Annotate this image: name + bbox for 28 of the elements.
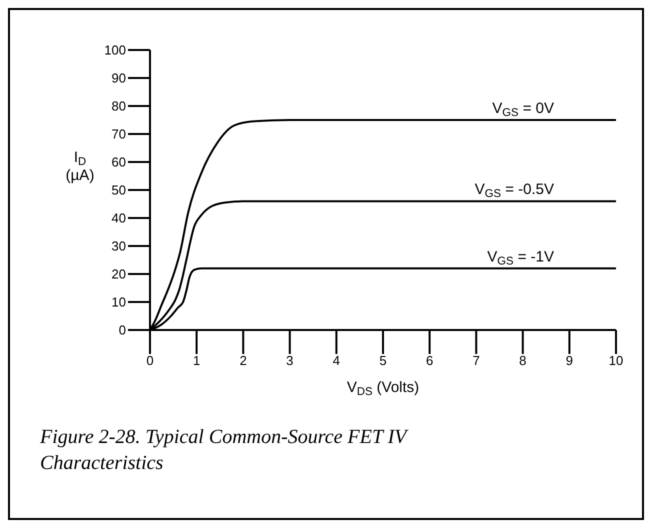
x-tick-label: 3 (286, 353, 294, 368)
y-tick-label: 90 (112, 70, 126, 86)
x-tick-label: 2 (240, 353, 247, 368)
x-tick-label: 1 (192, 353, 200, 368)
series-label: V$_{GS}$ = -1V (487, 248, 554, 268)
y-tick-label: 10 (112, 294, 126, 310)
y-tick-label: 70 (112, 126, 126, 142)
x-tick-label: 6 (426, 353, 434, 368)
x-axis-title: V$_{DS}$ (Volts) (346, 379, 420, 398)
text: Figure 2-28. Typical Common-Source FET IV Characteristics (39, 425, 410, 476)
x-tick-label: 4 (332, 353, 340, 368)
y-tick-label: 40 (112, 210, 126, 226)
x-tick-label: 7 (472, 353, 480, 368)
y-tick-label: 80 (112, 98, 126, 114)
series-label: V$_{GS}$ = -0.5V (474, 181, 554, 200)
y-tick-label: 50 (112, 182, 126, 198)
y-tick-label: 20 (112, 266, 126, 282)
x-tick-label: 5 (379, 353, 387, 368)
y-axis-title: I$_{D}$ (µA) (66, 149, 94, 184)
y-tick-label: 60 (112, 154, 126, 170)
y-tick-label: 0 (118, 322, 126, 338)
series-label: V$_{GS}$ = 0V (492, 100, 554, 120)
y-tick-label: 100 (104, 42, 126, 58)
x-tick-label: 0 (146, 353, 154, 368)
x-tick-label: 8 (519, 353, 526, 368)
y-tick-label: 30 (112, 238, 126, 254)
x-tick-label: 10 (608, 353, 624, 368)
x-tick-label: 9 (566, 353, 574, 368)
